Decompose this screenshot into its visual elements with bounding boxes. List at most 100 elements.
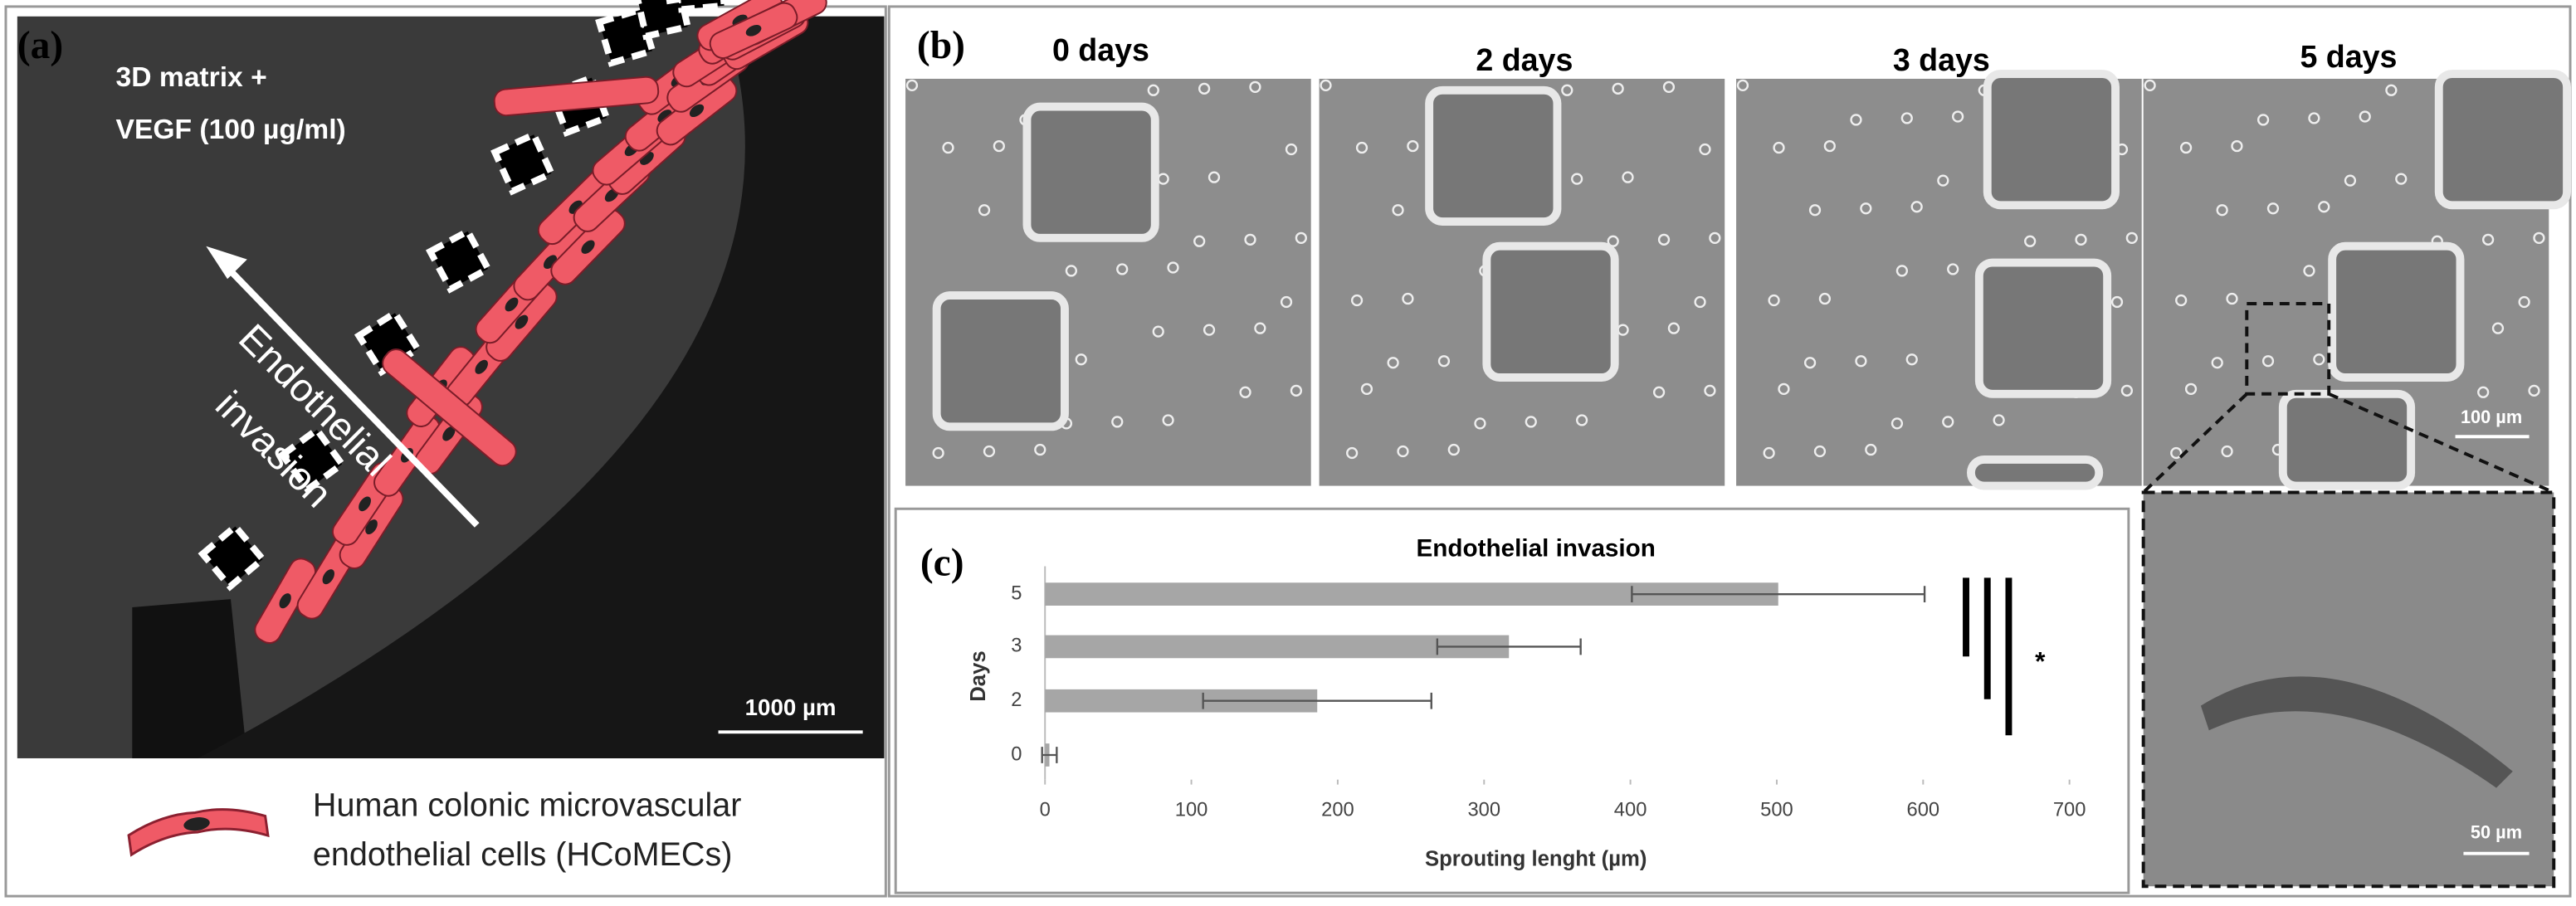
cell-dot [2179, 141, 2193, 154]
cell-dot [2518, 295, 2530, 309]
legend-icon [127, 808, 270, 857]
pillar [2434, 70, 2572, 210]
cell-dot [1773, 141, 1785, 154]
cell-dot [2308, 112, 2320, 124]
pillar [2328, 241, 2465, 382]
panel-label: (a) [17, 24, 63, 67]
x-tick-label: 500 [1760, 800, 1793, 821]
scale-label: 1000 µm [745, 694, 837, 720]
bar [1045, 635, 1510, 659]
cell-dot [1657, 233, 1671, 246]
cell-dot [1612, 82, 1624, 95]
cell [382, 348, 517, 467]
cell-dot [1407, 139, 1419, 153]
cell-dot [2313, 353, 2325, 366]
cell-dot [2359, 110, 2371, 123]
cell-dot [1905, 353, 1918, 366]
cell-dot [1034, 443, 1046, 456]
cell-dot [1360, 382, 1373, 395]
scale-label: 100 µm [2461, 407, 2522, 427]
cell-dot [2344, 174, 2357, 187]
pillar [1482, 241, 1619, 382]
pillar [2278, 389, 2416, 490]
cell-dot [1525, 416, 1537, 428]
cell-dot [1571, 173, 1583, 185]
cell-dot [1855, 355, 1867, 368]
cell-dot [1942, 416, 1954, 428]
cell-dot [1860, 202, 1872, 215]
cell-dot [1162, 414, 1174, 426]
cell-dot [1709, 231, 1721, 244]
error-bar [1631, 586, 1926, 603]
cell-dot [2120, 384, 2134, 397]
cell-dot [1355, 141, 1368, 154]
cell-dot [2528, 384, 2540, 397]
cell-dot [1280, 295, 1293, 309]
cell-dot [1320, 79, 1332, 91]
cell-dot [1694, 295, 1706, 309]
legend-text: Human colonic microvascular [313, 787, 742, 824]
cell-dot [2216, 204, 2228, 217]
cell-dot [1203, 324, 1216, 336]
x-tick-label: 600 [1907, 800, 1940, 821]
cell-dot [2170, 446, 2183, 460]
nucleus [515, 314, 529, 329]
cell-dot [2075, 233, 2087, 246]
cell-dot [1561, 84, 1573, 96]
cell-dot [1652, 386, 1666, 398]
cell-dot [1662, 80, 1676, 93]
inset-box [2245, 302, 2331, 396]
cell-dot [1065, 265, 1077, 277]
cell-dot [1387, 357, 1399, 369]
cell-dot [1575, 414, 1588, 426]
cell-dot [2303, 265, 2315, 277]
x-tick-label: 0 [1040, 800, 1051, 821]
cell-dot [2211, 357, 2223, 369]
pillar [595, 6, 657, 67]
cell-dot [1803, 357, 1817, 369]
cell-dot [1895, 265, 1908, 277]
cell-dot [1447, 443, 1460, 456]
cell-dot [2175, 294, 2188, 307]
pillar [932, 291, 1069, 431]
cell-dot [1167, 261, 1179, 274]
matrix-label: VEGF (100 µg/ml) [116, 114, 346, 145]
cell-dot [1244, 233, 1256, 246]
pillar [1022, 102, 1159, 242]
y-tick-label: 0 [1011, 743, 1022, 765]
dark-region [198, 16, 885, 758]
cell-dot [1147, 84, 1159, 96]
pillar [277, 425, 347, 494]
day-label: 3 days [1893, 42, 1990, 77]
cell-dot [1346, 446, 1359, 460]
day-label: 2 days [1476, 42, 1573, 77]
cell-dot [1437, 355, 1451, 368]
sprout [2200, 676, 2513, 788]
inset-link [2142, 392, 2248, 494]
cell-dot [1778, 382, 1790, 395]
cell-dot [1111, 416, 1124, 428]
cell-dot [2125, 231, 2138, 244]
cell-dot [1198, 82, 1211, 95]
pillar [490, 130, 556, 196]
y-tick-label: 5 [1011, 582, 1022, 604]
cell-dot [1295, 231, 1307, 244]
nucleus [359, 496, 371, 512]
cell-dot [2226, 292, 2238, 305]
cell-dot [1116, 263, 1129, 275]
pillar [674, 0, 728, 13]
cell-dot [2256, 114, 2270, 126]
error-bar [1041, 747, 1058, 763]
dark-region [132, 599, 247, 758]
cell-dot [1152, 325, 1164, 338]
error-bar [1436, 638, 1582, 655]
cell-dot [1239, 386, 1251, 398]
y-axis-label: Days [967, 650, 990, 701]
error-bar [1202, 692, 1432, 709]
arrow [220, 260, 480, 528]
cell-dot [1193, 235, 1206, 247]
cell-dot [1736, 79, 1749, 91]
cell-dot [1392, 204, 1404, 217]
nucleus [689, 104, 705, 118]
